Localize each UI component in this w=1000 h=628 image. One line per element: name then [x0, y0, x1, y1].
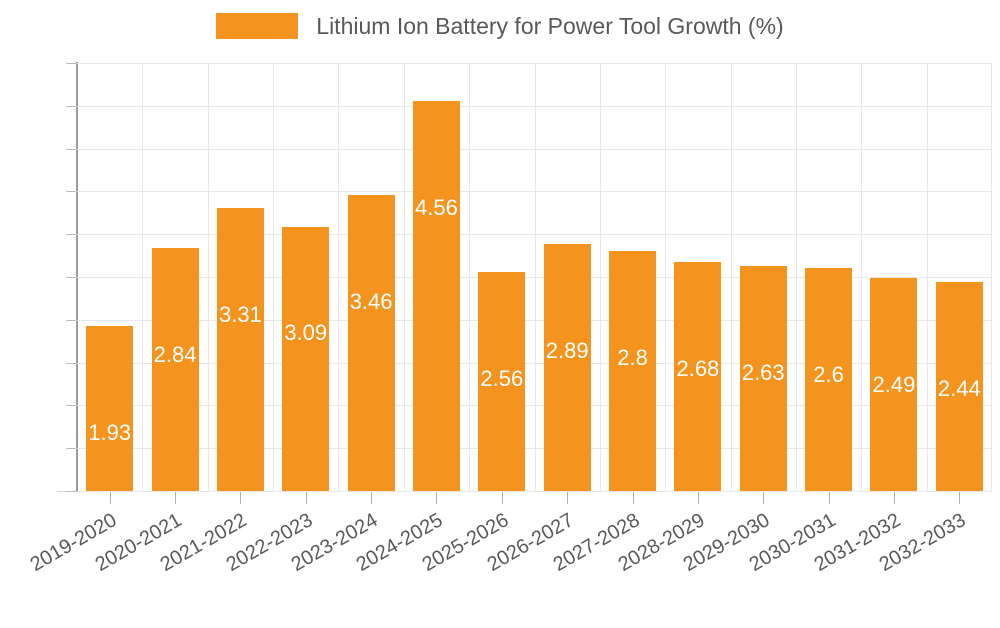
- chart-legend: Lithium Ion Battery for Power Tool Growt…: [0, 0, 1000, 52]
- x-axis-tick-mark: [240, 492, 241, 504]
- y-axis-tick-mark: [66, 405, 77, 407]
- x-axis-tick-mark: [567, 492, 568, 504]
- bar[interactable]: [412, 100, 460, 491]
- bar[interactable]: [935, 282, 983, 491]
- bar[interactable]: [151, 247, 199, 491]
- gridline-vertical: [861, 63, 862, 491]
- gridline-vertical: [731, 63, 732, 491]
- gridline-vertical: [665, 63, 666, 491]
- gridline-vertical: [208, 63, 209, 491]
- y-axis-tick-mark: [66, 448, 77, 450]
- x-axis-tick-mark: [175, 492, 176, 504]
- gridline-vertical: [404, 63, 405, 491]
- bar[interactable]: [86, 325, 134, 491]
- gridline-vertical: [927, 63, 928, 491]
- bar[interactable]: [870, 277, 918, 491]
- gridline-horizontal: [77, 405, 992, 407]
- gridline-vertical: [991, 63, 992, 491]
- bar[interactable]: [543, 243, 591, 491]
- gridline-vertical: [338, 63, 339, 491]
- y-axis-tick-mark: [66, 148, 77, 150]
- y-axis-tick-mark: [66, 277, 77, 278]
- y-axis-tick-mark: [66, 234, 77, 236]
- gridline-horizontal: [77, 105, 992, 107]
- x-axis-tick-mark: [633, 492, 634, 504]
- bar[interactable]: [478, 271, 526, 491]
- bar[interactable]: [739, 265, 787, 491]
- x-axis-tick-mark: [959, 492, 960, 504]
- gridline-horizontal: [77, 234, 992, 236]
- gridline-vertical: [535, 63, 536, 491]
- gridline-horizontal: [77, 448, 992, 450]
- legend-label: Lithium Ion Battery for Power Tool Growt…: [316, 12, 784, 39]
- x-axis-tick-mark: [698, 492, 699, 504]
- bar[interactable]: [216, 207, 264, 491]
- gridline-vertical: [273, 63, 274, 491]
- x-axis-tick-mark: [436, 492, 437, 504]
- bar[interactable]: [609, 251, 657, 491]
- y-axis-tick-mark: [66, 491, 77, 492]
- plot-area: 1.93 2.84 3.31 3.09 3.46 4.56 2.56 2.89 2.8 2.68 2…: [77, 63, 992, 492]
- gridline-vertical: [469, 63, 470, 491]
- bar[interactable]: [674, 261, 722, 491]
- gridline-horizontal: [77, 362, 992, 364]
- x-axis-tick-mark: [371, 492, 372, 504]
- y-axis-tick-mark: [66, 362, 77, 364]
- gridline-vertical: [600, 63, 601, 491]
- y-axis-tick-mark: [66, 63, 77, 64]
- gridline-horizontal: [77, 319, 992, 321]
- y-axis-tick-mark: [66, 191, 77, 193]
- x-axis-tick-mark: [763, 492, 764, 504]
- bar[interactable]: [347, 194, 395, 491]
- x-axis-tick-mark: [306, 492, 307, 504]
- gridline-horizontal: [77, 277, 992, 278]
- gridline-horizontal: [77, 148, 992, 150]
- y-axis-tick-mark: [66, 319, 77, 321]
- x-axis-tick-mark: [894, 492, 895, 504]
- y-axis-tick-mark: [66, 105, 77, 107]
- gridline-horizontal: [77, 63, 992, 64]
- x-axis-tick-mark: [502, 492, 503, 504]
- gridline-horizontal: [77, 491, 992, 492]
- bar[interactable]: [805, 268, 853, 491]
- gridline-horizontal: [77, 191, 992, 193]
- gridline-vertical: [796, 63, 797, 491]
- legend-color-swatch: [216, 13, 299, 39]
- bar-chart: Lithium Ion Battery for Power Tool Growt…: [0, 0, 1000, 576]
- bar[interactable]: [282, 226, 330, 491]
- x-axis-tick-mark: [110, 492, 111, 504]
- gridline-vertical: [142, 63, 143, 491]
- x-axis-tick-mark: [829, 492, 830, 504]
- legend-item[interactable]: Lithium Ion Battery for Power Tool Growt…: [216, 12, 784, 39]
